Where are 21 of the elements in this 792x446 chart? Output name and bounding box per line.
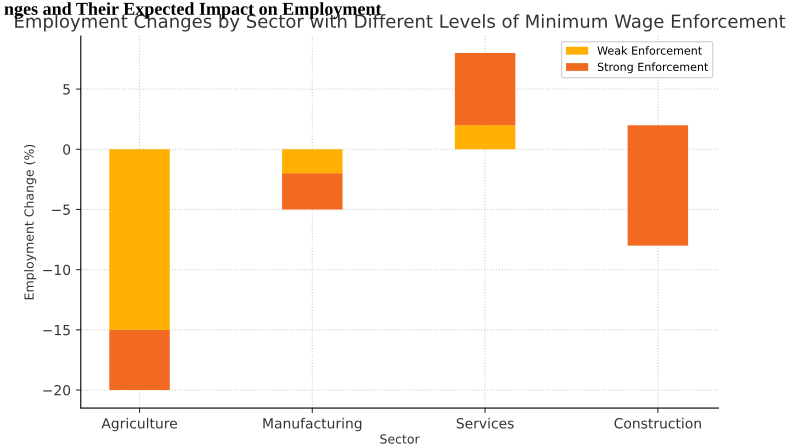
x-tick-label: Agriculture bbox=[101, 418, 177, 432]
legend-label: Strong Enforcement bbox=[598, 62, 708, 74]
x-axis-title: Sector bbox=[380, 434, 420, 444]
bar bbox=[454, 125, 516, 150]
y-tick-label: 0 bbox=[63, 144, 70, 155]
x-tick-label: Construction bbox=[614, 418, 701, 429]
y-tick-label: 5 bbox=[63, 84, 70, 95]
bar bbox=[628, 125, 688, 246]
y-tick-label: −10 bbox=[43, 264, 70, 276]
y-axis-title: Employment Change (%) bbox=[24, 144, 36, 300]
bar bbox=[109, 149, 170, 330]
y-tick-label: −15 bbox=[43, 324, 70, 336]
bar bbox=[282, 149, 343, 174]
x-tick-label: Services bbox=[456, 418, 514, 429]
bar bbox=[282, 173, 343, 210]
y-tick-label: −20 bbox=[43, 385, 70, 396]
y-tick-label: −5 bbox=[52, 204, 70, 215]
bar bbox=[454, 52, 516, 126]
x-tick-label: Manufacturing bbox=[263, 418, 362, 432]
legend-label: Weak Enforcement bbox=[597, 46, 702, 55]
bar bbox=[109, 330, 170, 390]
